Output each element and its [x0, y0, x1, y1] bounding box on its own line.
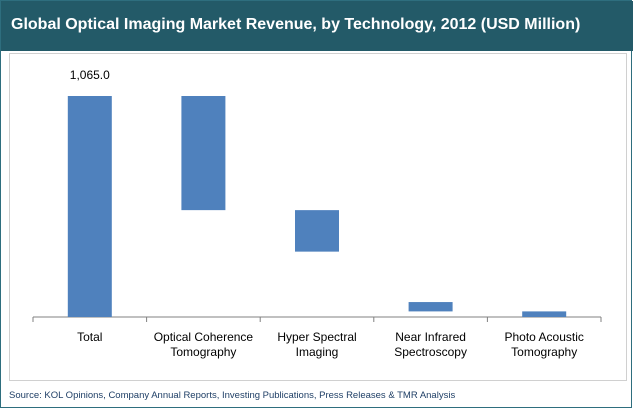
- category-label-2: Hyper Spectral Imaging: [277, 330, 356, 359]
- chart-title: Global Optical Imaging Market Revenue, b…: [11, 16, 581, 33]
- category-label-3: Near Infrared Spectroscopy: [394, 330, 467, 359]
- bar-1: [181, 96, 226, 211]
- source-note: Source: KOL Opinions, Company Annual Rep…: [9, 390, 456, 401]
- bar-4: [522, 311, 567, 317]
- bar-2: [295, 210, 339, 252]
- data-label-0: 1,065.0: [70, 68, 110, 82]
- bar-3: [408, 302, 453, 312]
- category-label-4: Photo Acoustic Tomography: [505, 330, 584, 359]
- plot-area: [9, 53, 627, 381]
- bar-0: [67, 96, 112, 317]
- title-bar: Global Optical Imaging Market Revenue, b…: [1, 1, 633, 51]
- category-label-1: Optical Coherence Tomography: [154, 330, 254, 359]
- category-label-0: Total: [77, 330, 102, 344]
